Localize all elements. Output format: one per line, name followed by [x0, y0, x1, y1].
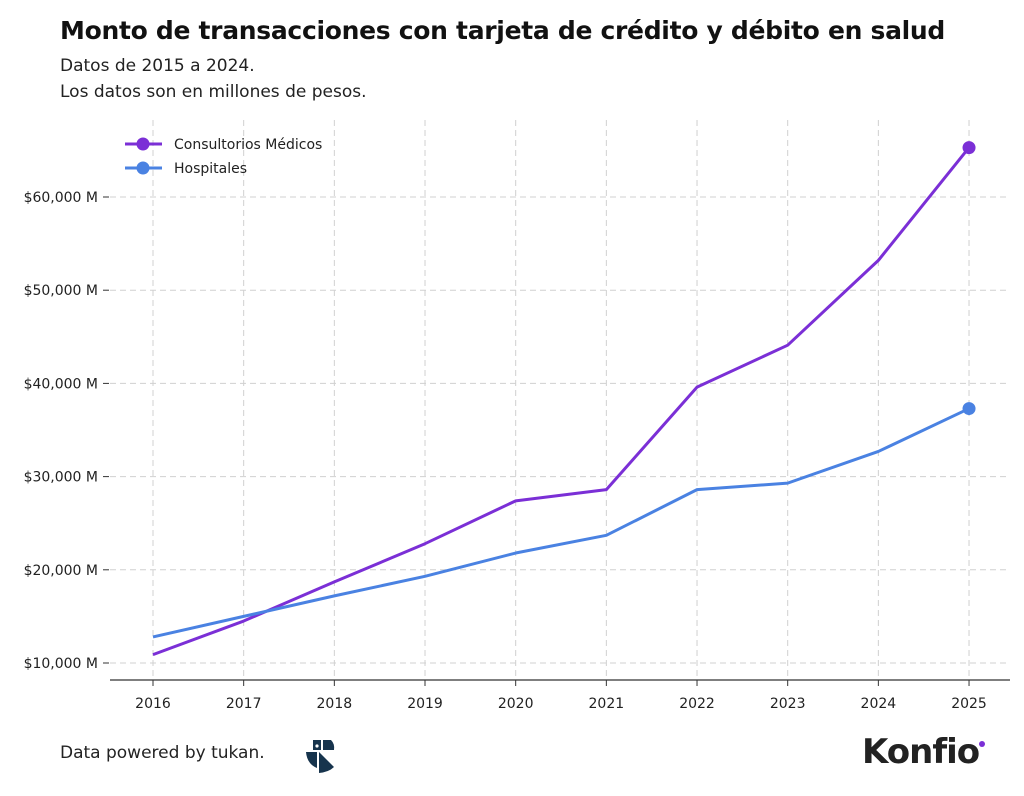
chart-subtitle-2: Los datos son en millones de pesos. [60, 82, 367, 102]
x-tick-label: 2022 [679, 696, 715, 712]
x-tick-label: 2017 [226, 696, 262, 712]
series-line-0 [152, 146, 971, 657]
series-line-1 [152, 407, 970, 639]
chart-subtitle-1: Datos de 2015 a 2024. [60, 56, 255, 76]
konfio-logo-dot [979, 741, 985, 747]
y-tick-label: $20,000 M [24, 563, 98, 579]
chart-title: Monto de transacciones con tarjeta de cr… [60, 16, 946, 45]
x-tick-label: 2018 [317, 696, 353, 712]
y-tick-label: $10,000 M [24, 656, 98, 672]
legend-label: Consultorios Médicos [174, 137, 322, 153]
x-tick-label: 2025 [951, 696, 987, 712]
legend-swatch-marker [136, 161, 150, 175]
data-point [962, 402, 976, 416]
y-tick-label: $50,000 M [24, 283, 98, 299]
tukan-logo-icon [306, 740, 335, 773]
line-chart: 2016 2017 2018 2019 2020 2021 2022 2023 2024 2025… [24, 120, 1010, 712]
legend-label: Hospitales [174, 161, 247, 177]
x-tick-label: 2019 [407, 696, 443, 712]
y-tick-label: $60,000 M [24, 190, 98, 206]
x-tick-label: 2024 [861, 696, 897, 712]
konfio-logo: Konfio [862, 732, 980, 772]
legend-swatch-marker [136, 137, 150, 151]
x-tick-label: 2020 [498, 696, 534, 712]
x-tick-label: 2021 [589, 696, 625, 712]
x-tick-label: 2016 [135, 696, 171, 712]
footer-credit: Data powered by tukan. [60, 743, 265, 763]
y-tick-label: $30,000 M [24, 470, 98, 486]
data-point [962, 141, 976, 155]
y-tick-label: $40,000 M [24, 376, 98, 392]
x-tick-label: 2023 [770, 696, 806, 712]
